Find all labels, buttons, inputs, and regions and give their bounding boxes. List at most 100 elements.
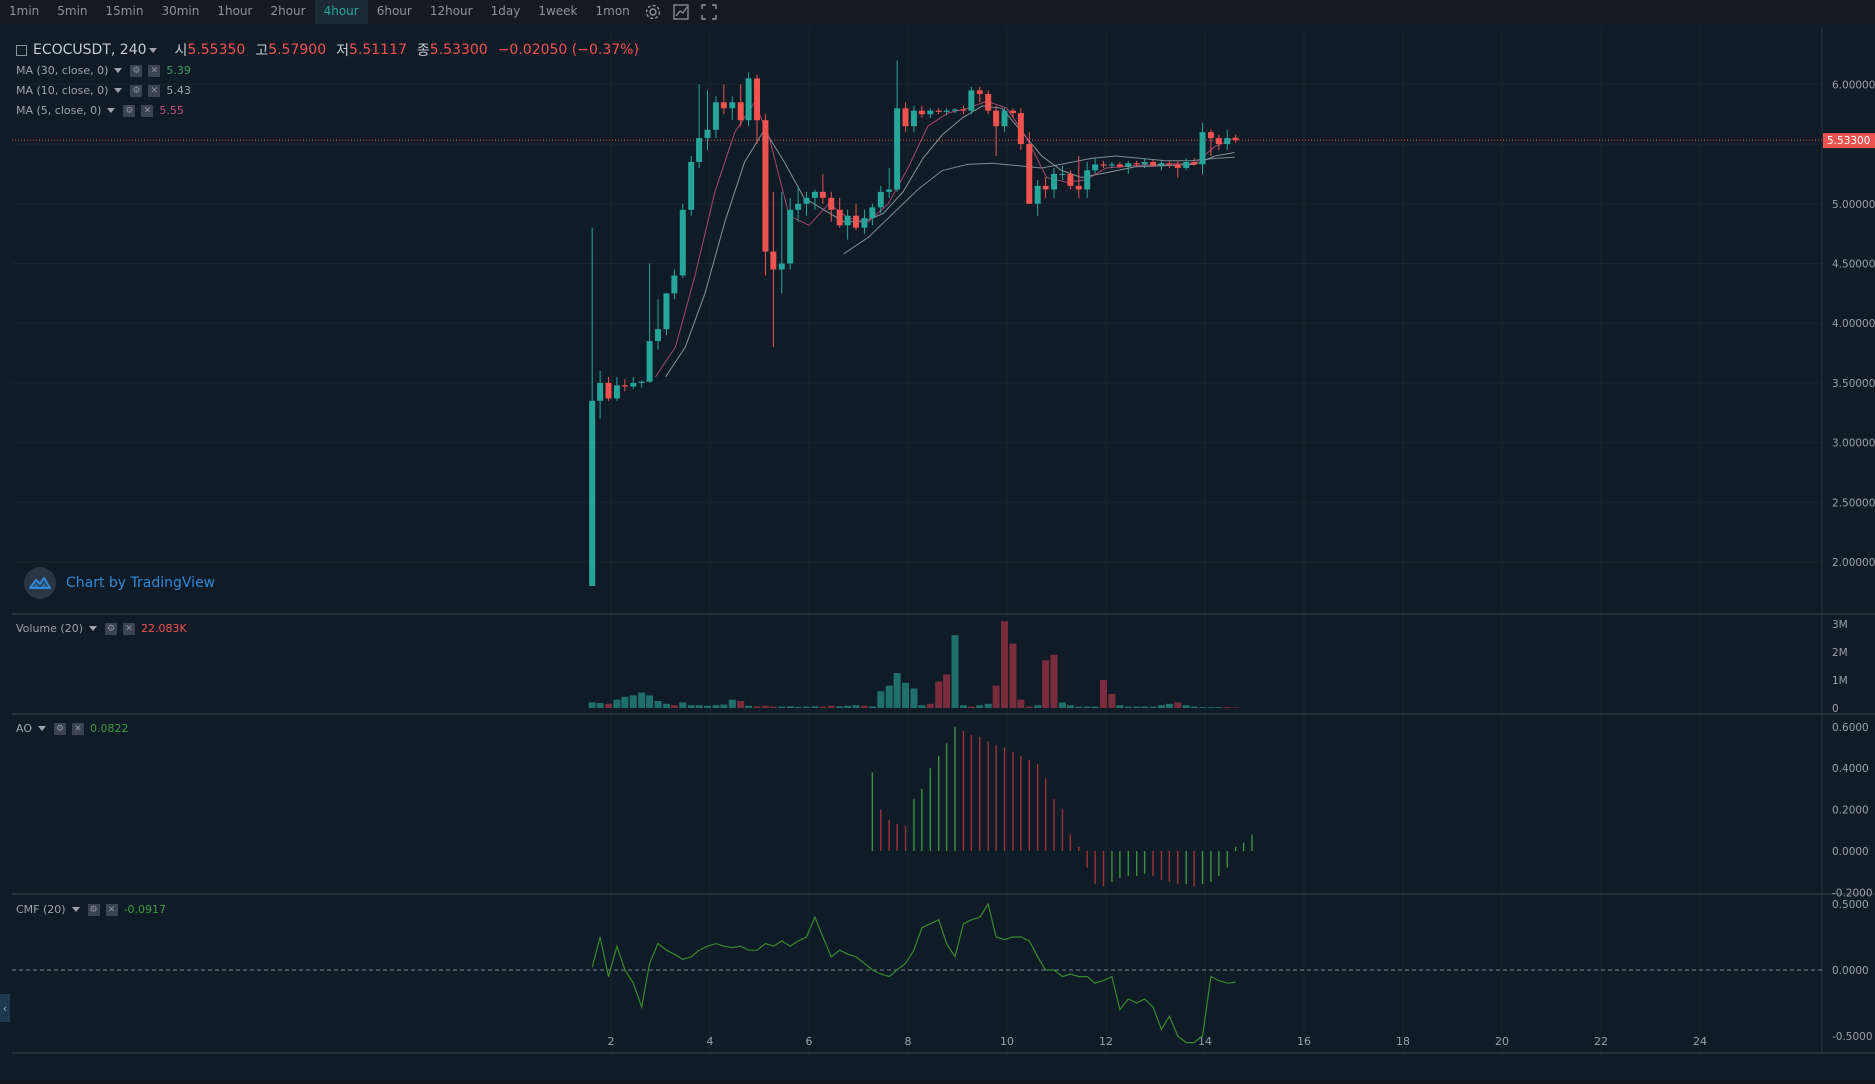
ma30-remove-icon[interactable]: ✕ bbox=[148, 64, 161, 77]
interval-4hour[interactable]: 4hour bbox=[314, 0, 368, 24]
ma10-remove-icon[interactable]: ✕ bbox=[148, 84, 161, 97]
interval-1day[interactable]: 1day bbox=[490, 4, 521, 18]
time-tick-label: 12 bbox=[1099, 1035, 1113, 1048]
interval-2hour[interactable]: 2hour bbox=[270, 4, 306, 18]
ao-tick-label: 0.4000 bbox=[1832, 763, 1869, 775]
chart-canvas[interactable]: 6.000005.500005.000004.500004.000003.500… bbox=[0, 24, 1875, 1080]
volume-bar bbox=[1050, 654, 1058, 708]
volume-bar bbox=[819, 706, 827, 708]
high-value: 5.57900 bbox=[268, 42, 327, 58]
interval-1mon[interactable]: 1mon bbox=[595, 4, 630, 18]
volume-dropdown-icon[interactable] bbox=[89, 626, 97, 631]
interval-15min[interactable]: 15min bbox=[105, 4, 144, 18]
fullscreen-icon[interactable] bbox=[695, 0, 723, 24]
symbol-label[interactable]: ECOCUSDT, 240 bbox=[33, 42, 147, 58]
ao-dropdown-icon[interactable] bbox=[38, 726, 46, 731]
close-label: 종 bbox=[416, 43, 430, 59]
interval-1min[interactable]: 1min bbox=[9, 4, 40, 18]
candle-body bbox=[1067, 173, 1074, 186]
candle-body bbox=[952, 109, 959, 111]
volume-name[interactable]: Volume (20) bbox=[16, 622, 83, 635]
volume-bar bbox=[728, 699, 736, 708]
high-label: 고 bbox=[255, 43, 269, 59]
ma5-name[interactable]: MA (5, close, 0) bbox=[16, 104, 102, 117]
candle-body bbox=[762, 120, 769, 252]
candle-body bbox=[770, 251, 777, 270]
cmf-value: -0.0917 bbox=[123, 903, 167, 916]
ma5-settings-icon[interactable]: ⚙ bbox=[123, 104, 136, 117]
volume-bar bbox=[596, 702, 604, 708]
time-tick-label: 22 bbox=[1594, 1035, 1608, 1048]
cmf-settings-icon[interactable]: ⚙ bbox=[87, 903, 100, 916]
volume-bar bbox=[1025, 706, 1033, 708]
ma30-dropdown-icon[interactable] bbox=[114, 68, 123, 73]
interval-1week[interactable]: 1week bbox=[538, 4, 578, 18]
ma10-settings-icon[interactable]: ⚙ bbox=[130, 84, 143, 97]
ma10-name[interactable]: MA (10, close, 0) bbox=[16, 84, 109, 97]
tradingview-branding[interactable]: Chart by TradingView bbox=[24, 567, 215, 599]
cmf-remove-icon[interactable]: ✕ bbox=[105, 903, 118, 916]
side-panel-toggle[interactable]: ‹ bbox=[0, 994, 10, 1022]
candle-body bbox=[869, 207, 876, 219]
ma30-name[interactable]: MA (30, close, 0) bbox=[16, 64, 109, 77]
interval-5min[interactable]: 5min bbox=[57, 4, 88, 18]
ao-settings-icon[interactable]: ⚙ bbox=[54, 722, 66, 735]
volume-bar bbox=[654, 701, 662, 708]
ao-name[interactable]: AO bbox=[16, 722, 32, 735]
price-tick-label: 3.50000 bbox=[1832, 378, 1875, 390]
volume-bar bbox=[1108, 694, 1116, 708]
settings-icon[interactable] bbox=[639, 0, 667, 24]
candle-body bbox=[1051, 173, 1058, 190]
ma30-settings-icon[interactable]: ⚙ bbox=[130, 64, 143, 77]
volume-bar bbox=[803, 706, 811, 708]
candle-body bbox=[819, 191, 826, 198]
candle-body bbox=[1001, 110, 1008, 127]
candle-body bbox=[910, 110, 917, 127]
candle-body bbox=[1026, 144, 1033, 204]
candle-body bbox=[877, 191, 884, 208]
interval-30min[interactable]: 30min bbox=[161, 4, 200, 18]
low-label: 저 bbox=[336, 43, 349, 59]
cmf-dropdown-icon[interactable] bbox=[71, 907, 80, 912]
tradingview-link[interactable]: Chart by TradingView bbox=[66, 575, 216, 591]
last-price-badge bbox=[1823, 133, 1875, 149]
symbol-dropdown-icon[interactable] bbox=[148, 47, 157, 53]
volume-bar bbox=[976, 705, 984, 708]
volume-bar bbox=[1075, 706, 1083, 708]
candle-body bbox=[828, 197, 835, 210]
volume-remove-icon[interactable]: ✕ bbox=[123, 622, 135, 635]
volume-bar bbox=[704, 705, 712, 708]
candle-body bbox=[894, 108, 901, 190]
candle-body bbox=[844, 215, 851, 226]
volume-settings-icon[interactable]: ⚙ bbox=[105, 622, 117, 635]
volume-bar bbox=[786, 706, 794, 708]
candle-body bbox=[1207, 132, 1214, 139]
price-tick-label: 4.00000 bbox=[1832, 318, 1875, 330]
volume-bar bbox=[1223, 707, 1231, 708]
volume-bar bbox=[1133, 706, 1141, 708]
candle-body bbox=[679, 209, 686, 276]
interval-6hour[interactable]: 6hour bbox=[376, 4, 412, 18]
volume-bar bbox=[836, 706, 844, 708]
ma5-dropdown-icon[interactable] bbox=[107, 108, 116, 113]
candle-body bbox=[918, 110, 925, 115]
volume-bar bbox=[852, 705, 860, 708]
candle-body bbox=[1116, 164, 1123, 167]
indicators-icon[interactable] bbox=[667, 0, 695, 24]
ao-tick-label: -0.2000 bbox=[1832, 887, 1873, 899]
interval-1hour[interactable]: 1hour bbox=[217, 4, 253, 18]
price-tick-label: 4.50000 bbox=[1832, 259, 1875, 271]
ma10-dropdown-icon[interactable] bbox=[114, 88, 123, 93]
interval-12hour[interactable]: 12hour bbox=[429, 4, 473, 18]
candle-body bbox=[589, 400, 596, 586]
ma5-remove-icon[interactable]: ✕ bbox=[141, 104, 154, 117]
volume-bar bbox=[926, 703, 934, 708]
cmf-name[interactable]: CMF (20) bbox=[16, 903, 66, 916]
candle-body bbox=[597, 382, 604, 401]
ao-remove-icon[interactable]: ✕ bbox=[72, 722, 84, 735]
time-tick-label: 2 bbox=[608, 1035, 615, 1048]
volume-bar bbox=[1116, 705, 1124, 708]
volume-bar bbox=[844, 705, 852, 708]
collapse-legend-icon[interactable] bbox=[16, 44, 27, 56]
